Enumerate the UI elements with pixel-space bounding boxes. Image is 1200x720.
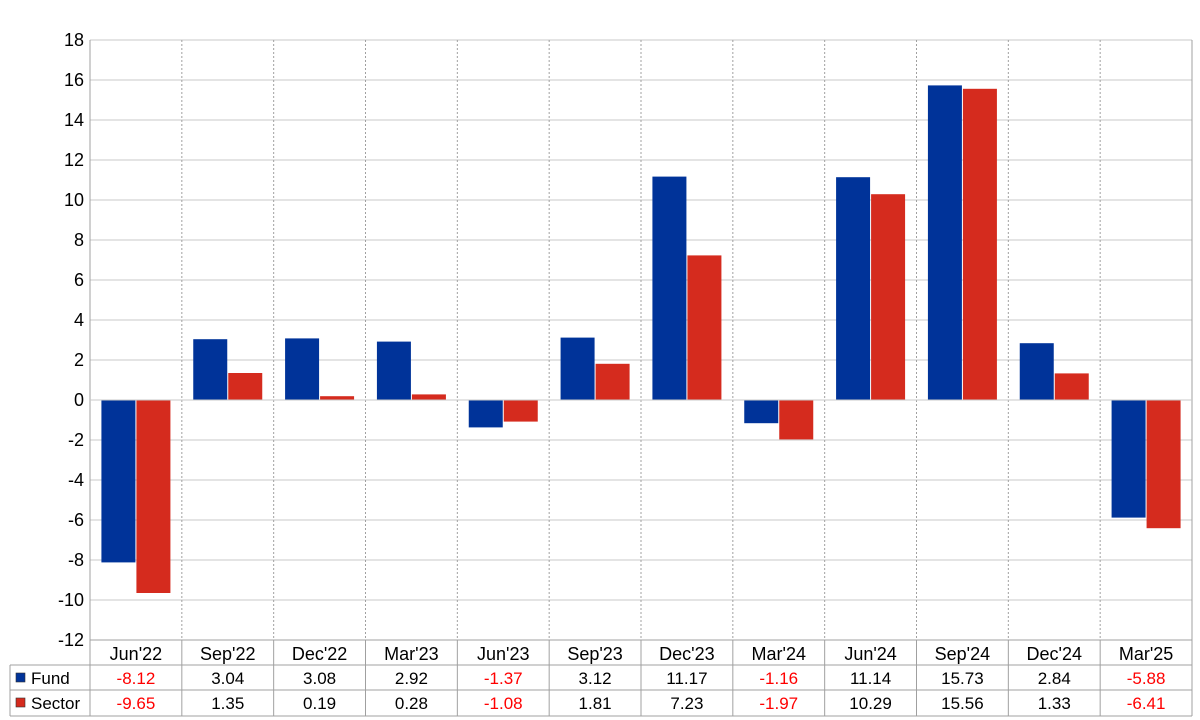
legend-label-sector: Sector <box>31 694 80 713</box>
bar-fund-3 <box>376 341 411 400</box>
y-tick-label: 16 <box>64 70 84 90</box>
table-cell: -1.16 <box>759 669 798 688</box>
bar-fund-4 <box>468 400 503 428</box>
table-cell: 11.14 <box>850 669 891 688</box>
table-cell: 0.19 <box>303 694 336 713</box>
y-tick-label: -12 <box>58 630 84 650</box>
x-category-label: Dec'22 <box>292 644 347 664</box>
bar-fund-6 <box>652 176 687 400</box>
bar-sector-5 <box>595 363 630 400</box>
legend-swatch-sector <box>15 697 26 708</box>
bar-fund-9 <box>927 85 962 401</box>
bar-sector-11 <box>1146 400 1181 529</box>
axis-layer: 18 16 14 12 10 8 6 4 2 0 -2 -4 -6 -8 -10 -12 <box>58 30 1192 650</box>
x-category-label: Sep'22 <box>200 644 256 664</box>
bar-fund-11 <box>1111 400 1146 518</box>
x-category-label: Jun'24 <box>844 644 896 664</box>
bar-fund-0 <box>101 400 136 563</box>
y-tick-label: -10 <box>58 590 84 610</box>
legend-label-fund: Fund <box>31 669 70 688</box>
y-tick-label: 4 <box>74 310 84 330</box>
bar-sector-4 <box>503 400 538 422</box>
bar-fund-10 <box>1019 343 1054 400</box>
y-tick-label: 18 <box>64 30 84 50</box>
x-category-label: Dec'24 <box>1027 644 1082 664</box>
x-category-label: Mar'24 <box>752 644 806 664</box>
y-tick-label: 12 <box>64 150 84 170</box>
x-category-label: Jun'22 <box>110 644 162 664</box>
bar-sector-10 <box>1054 373 1089 400</box>
table-cell: -6.41 <box>1127 694 1166 713</box>
y-tick-label: -8 <box>68 550 84 570</box>
table-cell: -9.65 <box>117 694 156 713</box>
bars-layer <box>101 85 1181 593</box>
table-cell: 1.33 <box>1038 694 1071 713</box>
y-tick-label: 10 <box>64 190 84 210</box>
bar-fund-2 <box>285 338 320 400</box>
y-tick-label: -2 <box>68 430 84 450</box>
bar-fund-1 <box>193 339 228 400</box>
y-tick-label: 2 <box>74 350 84 370</box>
bar-sector-2 <box>320 396 355 400</box>
table-cell: 2.84 <box>1038 669 1071 688</box>
bar-sector-6 <box>687 255 722 400</box>
table-cell: 1.35 <box>211 694 244 713</box>
x-category-label: Mar'23 <box>384 644 438 664</box>
table-cell: 3.04 <box>211 669 244 688</box>
x-category-label: Jun'23 <box>477 644 529 664</box>
bar-sector-8 <box>871 194 906 400</box>
bar-sector-3 <box>411 394 446 400</box>
table-cell: 10.29 <box>849 694 892 713</box>
table-cell: 15.56 <box>941 694 984 713</box>
table-cell: 0.28 <box>395 694 428 713</box>
bar-sector-1 <box>228 373 263 400</box>
table-cell: 1.81 <box>579 694 612 713</box>
x-category-label: Dec'23 <box>659 644 714 664</box>
y-tick-label: 0 <box>74 390 84 410</box>
grid-layer <box>89 39 1193 641</box>
y-tick-label: 8 <box>74 230 84 250</box>
table-cell: 7.23 <box>670 694 703 713</box>
y-tick-label: -4 <box>68 470 84 490</box>
table-cell: 11.17 <box>666 669 707 688</box>
x-category-label: Sep'23 <box>567 644 623 664</box>
x-category-label: Sep'24 <box>935 644 991 664</box>
table-cell: -5.88 <box>1127 669 1166 688</box>
table-cell: -1.37 <box>484 669 523 688</box>
y-tick-label: 14 <box>64 110 84 130</box>
y-tick-label: -6 <box>68 510 84 530</box>
x-category-label: Mar'25 <box>1119 644 1173 664</box>
bar-fund-5 <box>560 337 595 400</box>
bar-sector-7 <box>779 400 814 440</box>
bar-sector-0 <box>136 400 171 593</box>
legend-swatch-fund <box>15 672 26 683</box>
table-cell: -8.12 <box>117 669 156 688</box>
data-table: Jun'22 Sep'22 Dec'22 Mar'23 Jun'23 Sep'23 Dec'… <box>9 639 1193 717</box>
bar-sector-9 <box>962 88 997 401</box>
table-cell: 15.73 <box>941 669 984 688</box>
table-cell: -1.97 <box>759 694 798 713</box>
table-cell: 3.08 <box>303 669 336 688</box>
table-cell: 2.92 <box>395 669 428 688</box>
bar-fund-8 <box>836 177 871 400</box>
bar-fund-7 <box>744 400 779 424</box>
table-cell: -1.08 <box>484 694 523 713</box>
y-tick-label: 6 <box>74 270 84 290</box>
table-cell: 3.12 <box>579 669 612 688</box>
